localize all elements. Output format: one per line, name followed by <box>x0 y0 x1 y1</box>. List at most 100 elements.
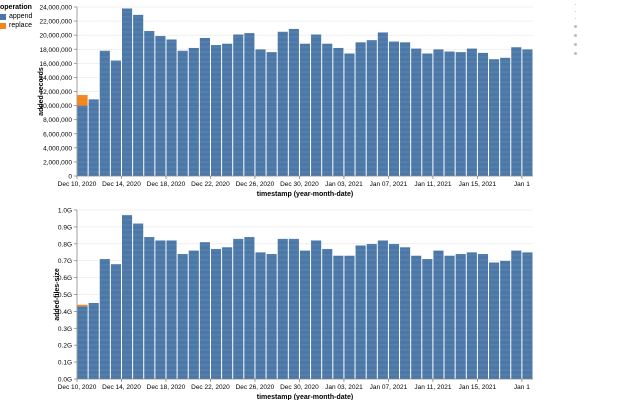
records-chart: 0 2,000,000 4,000,000 6,000,000 8,000,000 10,… <box>38 5 533 198</box>
bar-gap-cover <box>143 209 155 238</box>
bar-gap-cover <box>410 209 422 256</box>
bar-gap-cover <box>77 209 89 305</box>
bar-gap-cover <box>477 209 489 254</box>
bar-append-26 <box>366 243 377 379</box>
bar-append-23 <box>333 255 344 379</box>
bar-append-18 <box>277 238 288 379</box>
bar-gap-cover <box>165 209 178 241</box>
x-axis-title: timestamp (year-month-date) <box>257 394 353 400</box>
bar-gap-cover <box>455 6 467 53</box>
menu-dot-icon <box>574 18 576 19</box>
bar-append-0 <box>77 306 88 379</box>
bar-append-34 <box>455 52 466 176</box>
bar-append-10 <box>188 47 199 176</box>
bar-gap-cover <box>143 6 155 31</box>
menu-dot-icon <box>573 52 577 55</box>
bar-gap-cover <box>321 6 333 44</box>
bar-gap-cover <box>132 209 144 224</box>
bar-gap-cover <box>488 6 500 60</box>
bar-append-27 <box>377 32 388 176</box>
more-actions-menu[interactable] <box>571 4 579 61</box>
legend-item-replace[interactable]: replace <box>0 22 40 29</box>
bar-append-35 <box>466 252 477 379</box>
bar-append-12 <box>210 45 222 177</box>
y-tick-label: 0.2G <box>58 343 72 350</box>
bar-append-2 <box>99 259 110 379</box>
x-tick-label: Dec 22, 2020 <box>191 384 230 391</box>
bar-gap-cover <box>110 209 122 265</box>
bar-gap-cover <box>366 6 378 41</box>
x-tick-label: Jan 03, 2021 <box>325 384 363 391</box>
bar-append-38 <box>500 57 511 177</box>
y-tick-label: 6,000,000 <box>43 131 72 138</box>
x-tick-label: Jan 15, 2021 <box>459 181 497 188</box>
x-tick-label: Jan 1 <box>514 181 530 188</box>
bar-gap-cover <box>510 209 522 251</box>
legend-swatch-replace <box>0 22 6 29</box>
bar-append-22 <box>322 43 333 176</box>
bar-gap-cover <box>88 6 100 100</box>
x-tick-label: Dec 26, 2020 <box>236 384 275 391</box>
bar-append-8 <box>166 240 177 379</box>
legend-item-append[interactable]: append <box>0 13 40 20</box>
menu-dot-icon <box>574 4 576 5</box>
bar-append-1 <box>88 302 99 379</box>
bar-append-32 <box>433 250 444 379</box>
bar-gap-cover <box>521 6 533 50</box>
bar-append-25 <box>355 245 366 379</box>
bar-gap-cover <box>455 209 467 254</box>
bar-gap-cover <box>421 209 433 260</box>
y-axis-title: added-files-size <box>54 268 61 321</box>
legend: operation append replace <box>0 4 40 29</box>
bar-append-39 <box>511 250 522 379</box>
bar-append-23 <box>333 47 344 176</box>
files-size-chart: 0.0G 0.1G 0.2G 0.3G 0.4G 0.5G 0.6G 0.7G 0.8G 0.9G… <box>54 208 533 400</box>
bar-append-17 <box>266 253 277 379</box>
y-tick-label: 18,000,000 <box>39 47 72 54</box>
bar-append-30 <box>411 255 422 379</box>
bar-append-37 <box>489 262 500 379</box>
bar-replace-0 <box>77 304 88 307</box>
bar-gap-cover <box>432 209 445 251</box>
x-tick-label: Jan 07, 2021 <box>370 181 408 188</box>
legend-swatch-append <box>0 13 6 20</box>
bar-append-38 <box>500 260 511 379</box>
bar-gap-cover <box>355 6 367 43</box>
bar-gap-cover <box>432 6 445 50</box>
bar-append-31 <box>422 259 433 379</box>
menu-dot-icon <box>574 11 576 12</box>
y-tick-label: 0.5G <box>58 292 72 299</box>
bar-append-9 <box>177 50 188 176</box>
bar-gap-cover <box>232 209 244 239</box>
y-tick-label: 0 <box>68 174 72 181</box>
bar-append-5 <box>133 14 144 176</box>
bar-gap-cover <box>355 209 367 246</box>
x-tick-label: Dec 18, 2020 <box>147 181 186 188</box>
bar-append-8 <box>166 39 177 177</box>
bar-gap-cover <box>254 209 267 253</box>
bar-gap-cover <box>466 6 478 49</box>
y-tick-label: 12,000,000 <box>39 89 72 96</box>
bar-gap-cover <box>388 209 400 244</box>
bar-append-2 <box>99 50 110 176</box>
bar-gap-cover <box>521 209 533 253</box>
bar-append-36 <box>477 52 489 177</box>
bar-gap-cover <box>188 6 200 48</box>
bar-append-4 <box>121 8 133 177</box>
bar-append-20 <box>299 43 311 176</box>
x-tick-label: Dec 26, 2020 <box>236 181 275 188</box>
bar-append-30 <box>411 48 422 176</box>
y-tick-label: 4,000,000 <box>43 145 72 152</box>
bar-gap-cover <box>499 6 511 58</box>
bar-gap-cover <box>77 6 89 96</box>
bar-gap-cover <box>399 209 411 248</box>
bar-gap-cover <box>299 209 311 251</box>
bar-gap-cover <box>254 6 267 50</box>
bar-append-3 <box>110 60 121 177</box>
x-tick-label: Dec 18, 2020 <box>147 384 186 391</box>
bar-gap-cover <box>366 209 378 244</box>
bar-gap-cover <box>377 6 389 33</box>
x-tick-label: Dec 14, 2020 <box>102 181 141 188</box>
y-tick-label: 0.0G <box>58 377 72 384</box>
bar-append-12 <box>210 248 222 379</box>
